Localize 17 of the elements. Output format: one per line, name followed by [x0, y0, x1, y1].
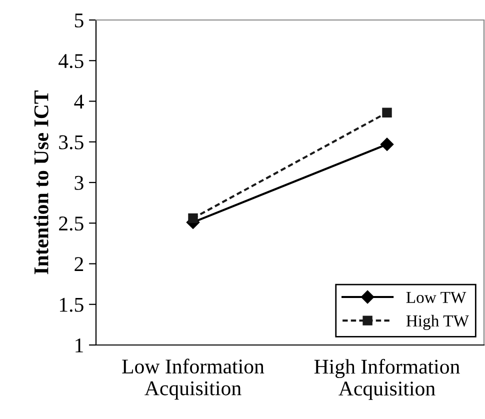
- legend-label: Low TW: [406, 292, 466, 304]
- x-tick-label: Low Information Acquisition: [122, 358, 264, 400]
- y-tick-label: 5: [74, 14, 84, 28]
- y-tick-label: 4.5: [58, 54, 84, 68]
- y-tick-label: 1: [76, 338, 83, 352]
- y-tick-label: 3: [74, 176, 84, 190]
- y-tick-label: 2: [74, 257, 84, 271]
- point: [382, 108, 392, 118]
- point: [188, 213, 198, 224]
- y-tick-label: 1.5: [60, 298, 84, 312]
- point: [380, 138, 394, 151]
- y-tick-label: 4: [74, 94, 84, 108]
- x-tick-label: High Information Acquisition: [314, 358, 460, 400]
- legend-label: High TW: [406, 314, 469, 330]
- y-tick-label: 3.5: [59, 135, 84, 150]
- y-tick-label: 2.5: [59, 216, 84, 231]
- y-axis-title: Intention to Use ICT: [34, 90, 48, 274]
